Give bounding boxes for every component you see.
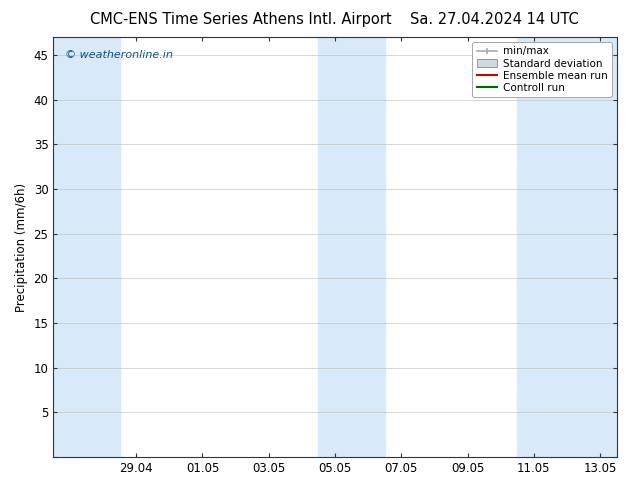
Text: © weatheronline.in: © weatheronline.in (65, 49, 172, 60)
Bar (517, 37, 617, 457)
Text: CMC-ENS Time Series Athens Intl. Airport: CMC-ENS Time Series Athens Intl. Airport (90, 12, 392, 27)
Legend: min/max, Standard deviation, Ensemble mean run, Controll run: min/max, Standard deviation, Ensemble me… (472, 42, 612, 97)
Bar (318, 37, 385, 457)
Text: Sa. 27.04.2024 14 UTC: Sa. 27.04.2024 14 UTC (410, 12, 579, 27)
Bar (53, 37, 120, 457)
Y-axis label: Precipitation (mm/6h): Precipitation (mm/6h) (15, 183, 28, 312)
